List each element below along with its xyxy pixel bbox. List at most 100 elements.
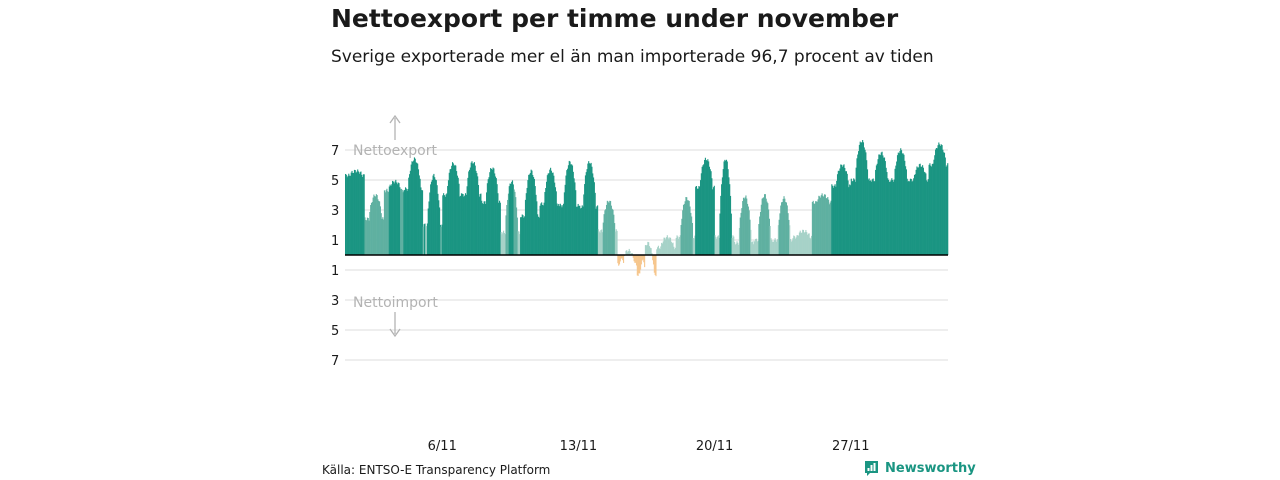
bar-hour — [655, 255, 657, 277]
bar-hour — [739, 217, 741, 255]
bar-hour — [573, 178, 575, 255]
bar-hour — [734, 241, 736, 255]
bar-hour — [834, 184, 836, 255]
bar-hour — [939, 144, 941, 255]
bar-hour — [709, 169, 711, 255]
bar-hour — [721, 184, 723, 255]
bar-hour — [805, 229, 807, 255]
bar-hour — [407, 189, 409, 255]
bar-hour — [661, 243, 664, 255]
bar-hour — [612, 209, 614, 255]
bar-hour — [450, 168, 452, 255]
bar-hour — [585, 172, 587, 255]
bar-hour — [762, 197, 764, 255]
bar-hour — [586, 169, 588, 255]
bar-hour — [906, 178, 908, 255]
bar-hour — [943, 152, 946, 255]
bar-hour — [934, 155, 936, 255]
bar-hour — [764, 194, 766, 255]
bar-hour — [386, 188, 388, 255]
bar-hour — [472, 163, 474, 255]
bar-hour — [361, 174, 363, 255]
bar-hour — [806, 234, 809, 255]
bar-hour — [819, 196, 821, 255]
bar-hour — [578, 205, 580, 255]
bar-hour — [851, 181, 853, 255]
bar-hour — [936, 148, 938, 255]
bar-hour — [833, 185, 835, 255]
bar-hour — [674, 247, 676, 255]
bar-hour — [383, 190, 386, 255]
bar-hour — [442, 195, 444, 255]
bar-hour — [349, 175, 351, 255]
bar-hour — [878, 154, 880, 255]
bar-hour — [838, 170, 840, 255]
bar-hour — [811, 235, 813, 255]
bar-hour — [626, 250, 628, 255]
bar-hour — [897, 152, 899, 255]
bar-hour — [669, 237, 671, 255]
bar-hour — [356, 171, 358, 255]
bar-hour — [809, 237, 811, 255]
bar-hour — [916, 166, 918, 255]
bar-hour — [701, 166, 703, 255]
bar-hour — [400, 188, 402, 255]
bar-hour — [751, 241, 753, 255]
bar-hour — [419, 178, 421, 255]
bar-hour — [546, 175, 548, 255]
bar-hour — [549, 169, 551, 255]
x-tick-label: 20/11 — [696, 439, 733, 454]
bar-hour — [468, 171, 470, 255]
bar-hour — [558, 203, 560, 255]
bar-hour — [613, 214, 615, 255]
bar-hour — [896, 161, 898, 255]
bar-hour — [622, 255, 624, 261]
bar-hour — [853, 178, 855, 255]
bar-hour — [546, 181, 548, 255]
bar-hour — [670, 237, 672, 255]
bar-hour — [825, 198, 827, 255]
bar-hour — [869, 180, 871, 255]
bar-hour — [451, 162, 454, 255]
bar-hour — [846, 173, 848, 255]
bar-hour — [791, 240, 793, 255]
bar-hour — [571, 165, 574, 255]
bar-hour — [490, 168, 492, 255]
bar-hour — [353, 169, 356, 255]
bar-hour — [900, 148, 902, 255]
bar-hour — [593, 182, 595, 255]
bar-hour — [558, 206, 561, 255]
bar-hour — [860, 142, 862, 255]
bar-hour — [440, 226, 442, 255]
bar-hour — [770, 238, 772, 255]
bar-hour — [588, 163, 591, 255]
bar-hour — [779, 213, 781, 255]
bar-hour — [704, 157, 706, 255]
bar-hour — [920, 166, 922, 255]
bar-hour — [639, 255, 641, 274]
bar-hour — [822, 195, 824, 255]
bar-hour — [489, 172, 491, 255]
bar-hour — [767, 203, 769, 255]
bar-hour — [512, 184, 514, 255]
bar-hour — [598, 231, 600, 255]
bar-hour — [695, 186, 697, 255]
bar-hour — [608, 202, 610, 255]
bar-hour — [824, 194, 826, 255]
brand-logo[interactable]: Newsworthy — [864, 460, 976, 477]
bar-hour — [728, 177, 730, 255]
bar-hour — [729, 195, 732, 255]
bar-hour — [829, 202, 831, 255]
bar-hour — [844, 167, 846, 255]
bar-hour — [464, 193, 467, 255]
bar-hour — [476, 173, 478, 255]
bar-hour — [496, 184, 498, 255]
bar-hour — [912, 180, 914, 255]
bar-hour — [871, 179, 873, 255]
bar-hour — [672, 242, 674, 255]
bar-hour — [784, 198, 786, 255]
bar-hour — [692, 238, 694, 255]
bar-hour — [744, 197, 746, 255]
bar-hour — [898, 153, 900, 255]
bar-hour — [839, 168, 841, 255]
